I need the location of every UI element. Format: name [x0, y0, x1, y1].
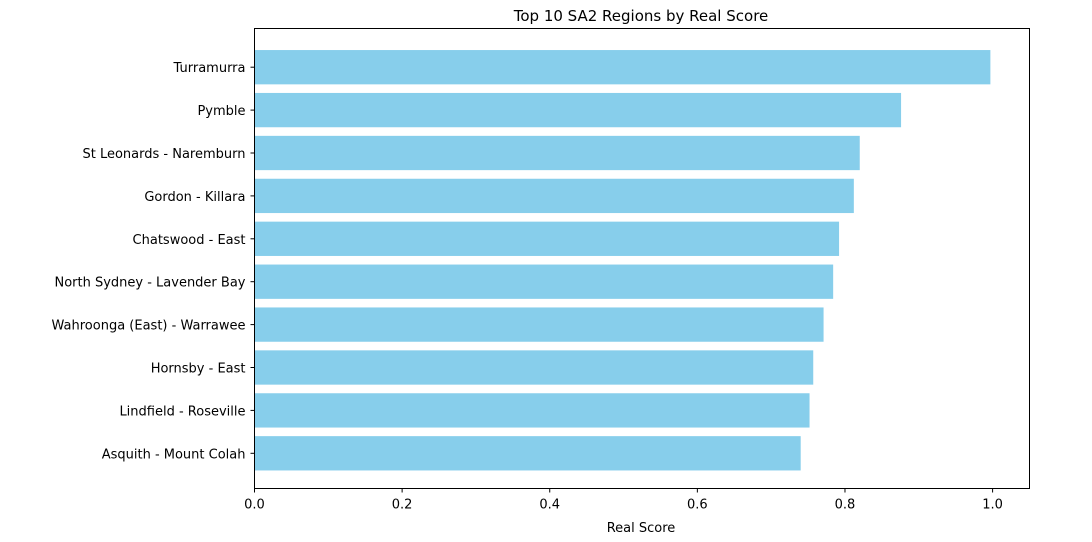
x-axis-label: Real Score	[607, 521, 676, 536]
bar-4	[254, 178, 854, 214]
y-tick-label: Chatswood - East	[133, 233, 246, 248]
bar-2	[254, 92, 902, 128]
chart-title: Top 10 SA2 Regions by Real Score	[513, 7, 769, 25]
bar-7	[254, 307, 824, 342]
bar-6	[254, 264, 834, 299]
y-tick-label: Turramurra	[173, 61, 246, 76]
y-axis-ticks: Turramurra Pymble St Leonards - Naremburn G…	[52, 61, 255, 462]
x-tick-label: 0.0	[244, 498, 265, 513]
y-tick-label: Hornsby - East	[151, 362, 246, 377]
y-tick-label: Pymble	[197, 104, 245, 119]
bars-group	[254, 50, 991, 471]
x-tick-label: 1.0	[982, 498, 1003, 513]
bar-10	[254, 436, 801, 471]
y-tick-label: Lindfield - Roseville	[119, 404, 245, 419]
y-tick-label: Gordon - Killara	[144, 190, 245, 205]
x-tick-label: 0.8	[835, 498, 856, 513]
x-tick-label: 0.4	[539, 498, 560, 513]
y-tick-label: St Leonards - Naremburn	[82, 147, 245, 162]
x-axis-ticks: 0.0 0.2 0.4 0.6 0.8 1.0	[244, 488, 1003, 513]
bar-8	[254, 350, 814, 385]
y-tick-label: North Sydney - Lavender Bay	[54, 276, 245, 291]
bar-1	[254, 50, 991, 85]
bar-5	[254, 221, 840, 256]
bar-9	[254, 393, 810, 428]
bar-3	[254, 135, 860, 171]
plot-frame	[254, 28, 1030, 489]
y-tick-label: Wahroonga (East) - Warrawee	[52, 319, 246, 334]
x-tick-label: 0.6	[687, 498, 708, 513]
x-tick-label: 0.2	[392, 498, 413, 513]
y-tick-label: Asquith - Mount Colah	[102, 447, 246, 462]
